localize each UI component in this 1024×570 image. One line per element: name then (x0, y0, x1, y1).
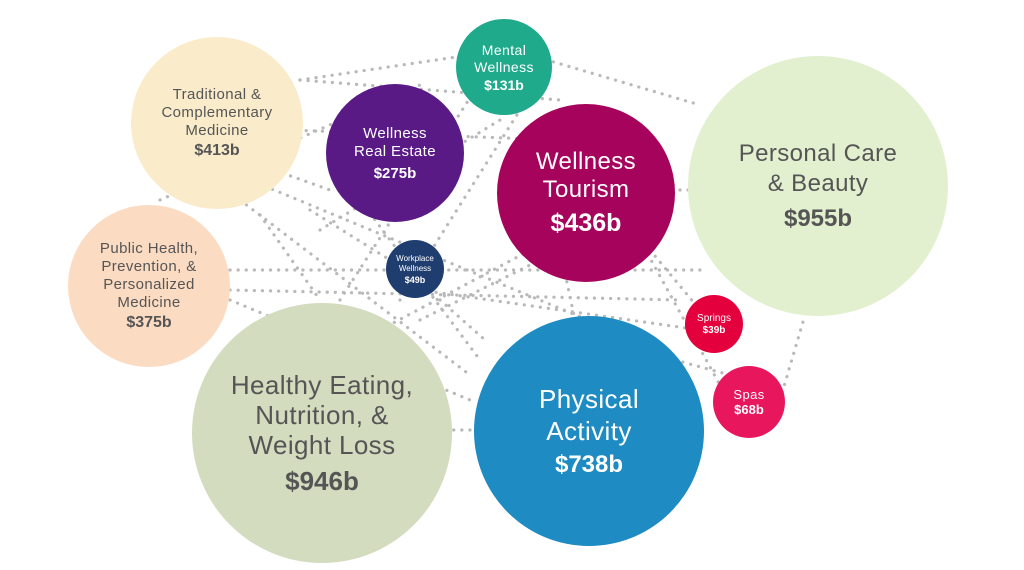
connector-line (238, 198, 472, 377)
bubble-label: Physical Activity (538, 384, 639, 446)
bubble-personal-care-beauty: Personal Care & Beauty $955b (688, 56, 948, 316)
connector-line (778, 313, 807, 402)
bubble-label: Wellness Real Estate (354, 124, 436, 160)
bubble-public-health: Public Health, Prevention, & Personalize… (68, 205, 230, 367)
bubble-label: Mental Wellness (474, 41, 534, 75)
bubble-value: $49b (404, 274, 426, 285)
bubble-spas: Spas $68b (713, 366, 785, 438)
connector-line (528, 53, 702, 107)
bubble-value: $375b (126, 314, 172, 331)
bubble-label: Workplace Wellness (396, 253, 434, 273)
bubble-label: Public Health, Prevention, & Personalize… (99, 240, 199, 311)
connector-line (378, 243, 542, 332)
connector-line (418, 288, 702, 332)
bubble-label: Healthy Eating, Nutrition, & Weight Loss (230, 369, 414, 460)
bubble-value: $946b (285, 465, 359, 496)
bubble-label: Spas (733, 387, 765, 402)
connector-line (673, 358, 732, 377)
connector-line (358, 198, 482, 362)
bubble-value: $413b (194, 142, 240, 159)
bubble-label: Personal Care & Beauty (738, 140, 898, 197)
bubble-wellness-real-estate: Wellness Real Estate $275b (326, 84, 464, 222)
bubble-value: $275b (373, 164, 417, 182)
connector-line (308, 208, 392, 262)
connector-line (338, 88, 477, 302)
connector-line (258, 213, 322, 302)
connector-line (648, 248, 702, 312)
bubble-value: $68b (734, 402, 764, 417)
bubble-label: Springs (697, 312, 731, 324)
bubble-workplace-wellness: Workplace Wellness $49b (386, 240, 444, 298)
connector-line (248, 178, 602, 327)
bubble-wellness-tourism: Wellness Tourism $436b (497, 104, 675, 282)
bubble-value: $436b (550, 209, 622, 237)
bubble-healthy-eating: Healthy Eating, Nutrition, & Weight Loss… (192, 303, 452, 563)
bubble-physical-activity: Physical Activity $738b (474, 316, 704, 546)
bubble-traditional-complementary-medicine: Traditional & Complementary Medicine $41… (131, 37, 303, 209)
bubble-value: $39b (702, 324, 726, 336)
bubble-value: $738b (554, 451, 624, 478)
connector-line (418, 258, 542, 322)
connector-line (638, 238, 722, 387)
bubble-value: $131b (484, 76, 524, 93)
connector-line (298, 53, 472, 82)
bubble-mental-wellness: Mental Wellness $131b (456, 19, 552, 115)
bubble-label: Traditional & Complementary Medicine (161, 86, 273, 139)
bubble-springs: Springs $39b (685, 295, 743, 353)
connector-line (398, 108, 522, 302)
connector-line (438, 298, 487, 342)
bubble-label: Wellness Tourism (535, 148, 637, 203)
connector-line (228, 288, 682, 302)
bubble-value: $955b (783, 205, 853, 232)
